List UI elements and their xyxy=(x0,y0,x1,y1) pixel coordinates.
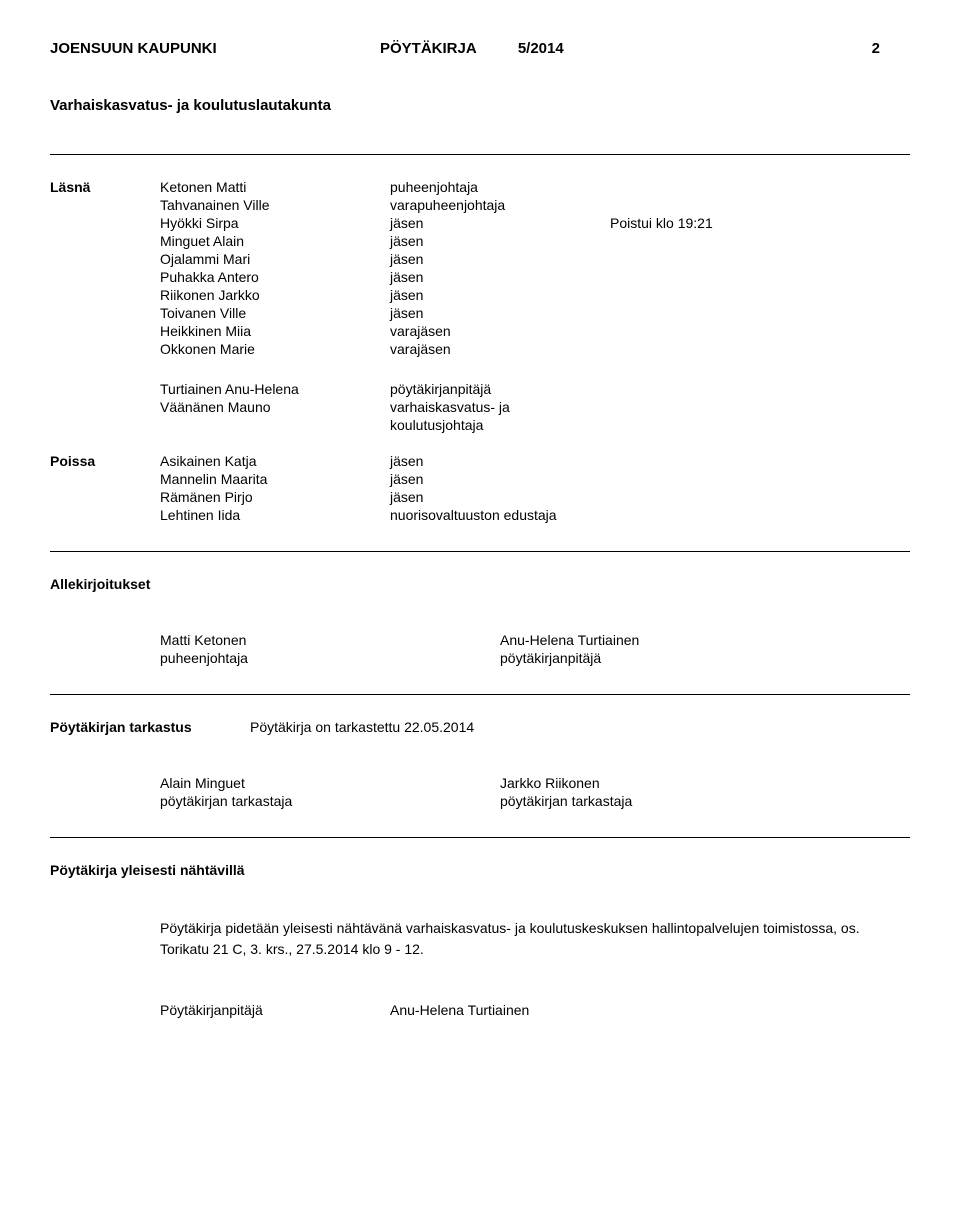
official-name: Turtiainen Anu-Helena xyxy=(160,381,390,397)
reviewer-block: Alain Minguet Jarkko Riikonen pöytäkirja… xyxy=(160,775,910,809)
member-note xyxy=(610,341,910,357)
present-row: Riikonen Jarkkojäsen xyxy=(50,287,910,303)
official-row: koulutusjohtaja xyxy=(160,417,910,433)
official-name: Väänänen Mauno xyxy=(160,399,390,415)
member-role: jäsen xyxy=(390,471,610,487)
member-note: Poistui klo 19:21 xyxy=(610,215,910,231)
member-name: Minguet Alain xyxy=(160,233,390,249)
org-name: JOENSUUN KAUPUNKI xyxy=(50,40,380,57)
member-role: puheenjohtaja xyxy=(390,179,610,195)
reviewer2-role: pöytäkirjan tarkastaja xyxy=(500,793,910,809)
official-row: Turtiainen Anu-Helenapöytäkirjanpitäjä xyxy=(160,381,910,397)
official-name xyxy=(160,417,390,433)
present-row: Läsnä Ketonen Matti puheenjohtaja xyxy=(50,179,910,195)
doc-type: PÖYTÄKIRJA xyxy=(380,40,476,57)
divider xyxy=(50,551,910,552)
present-label: Läsnä xyxy=(50,179,160,195)
footer-pair: Pöytäkirjanpitäjä Anu-Helena Turtiainen xyxy=(160,1000,910,1021)
member-note xyxy=(610,323,910,339)
present-row: Tahvanainen Villevarapuheenjohtaja xyxy=(50,197,910,213)
member-name: Toivanen Ville xyxy=(160,305,390,321)
member-name: Ketonen Matti xyxy=(160,179,390,195)
secretary-name: Anu-Helena Turtiainen xyxy=(500,632,910,648)
member-role: nuorisovaltuuston edustaja xyxy=(390,507,610,523)
member-role: varapuheenjohtaja xyxy=(390,197,610,213)
divider xyxy=(50,154,910,155)
member-name: Hyökki Sirpa xyxy=(160,215,390,231)
member-name: Tahvanainen Ville xyxy=(160,197,390,213)
member-role: jäsen xyxy=(390,269,610,285)
member-role: jäsen xyxy=(390,233,610,249)
member-note xyxy=(610,179,910,195)
doc-num: 5/2014 xyxy=(518,40,564,57)
member-name: Asikainen Katja xyxy=(160,453,390,469)
member-name: Lehtinen Iida xyxy=(160,507,390,523)
chair-name: Matti Ketonen xyxy=(160,632,500,648)
footer-label: Pöytäkirjanpitäjä xyxy=(160,1000,390,1021)
member-note xyxy=(610,269,910,285)
reviewer1-name: Alain Minguet xyxy=(160,775,500,791)
secretary-role: pöytäkirjanpitäjä xyxy=(500,650,910,666)
review-line: Pöytäkirjan tarkastus Pöytäkirja on tark… xyxy=(50,719,910,735)
member-name: Mannelin Maarita xyxy=(160,471,390,487)
member-note xyxy=(610,197,910,213)
member-note xyxy=(610,305,910,321)
member-role: jäsen xyxy=(390,287,610,303)
public-heading: Pöytäkirja yleisesti nähtävillä xyxy=(50,862,910,878)
member-name: Riikonen Jarkko xyxy=(160,287,390,303)
member-role: varajäsen xyxy=(390,341,610,357)
signatures-heading: Allekirjoitukset xyxy=(50,576,910,592)
review-heading: Pöytäkirjan tarkastus xyxy=(50,719,250,735)
present-row: Hyökki SirpajäsenPoistui klo 19:21 xyxy=(50,215,910,231)
member-role: jäsen xyxy=(390,215,610,231)
member-name: Puhakka Antero xyxy=(160,269,390,285)
officials-block: Turtiainen Anu-Helenapöytäkirjanpitäjä V… xyxy=(160,381,910,433)
member-role: jäsen xyxy=(390,489,610,505)
absent-row: Rämänen Pirjojäsen xyxy=(50,489,910,505)
member-role: jäsen xyxy=(390,453,610,469)
member-name: Rämänen Pirjo xyxy=(160,489,390,505)
member-role: varajäsen xyxy=(390,323,610,339)
chair-role: puheenjohtaja xyxy=(160,650,500,666)
member-note xyxy=(610,251,910,267)
absent-block: Poissa Asikainen Katja jäsen Mannelin Ma… xyxy=(50,453,910,523)
reviewer2-name: Jarkko Riikonen xyxy=(500,775,910,791)
absent-row: Mannelin Maaritajäsen xyxy=(50,471,910,487)
member-note xyxy=(610,287,910,303)
divider xyxy=(50,694,910,695)
page-number: 2 xyxy=(780,40,880,57)
present-row: Puhakka Anterojäsen xyxy=(50,269,910,285)
member-name: Heikkinen Miia xyxy=(160,323,390,339)
review-text: Pöytäkirja on tarkastettu 22.05.2014 xyxy=(250,719,474,735)
public-notice: Pöytäkirja pidetään yleisesti nähtävänä … xyxy=(160,918,910,960)
present-row: Ojalammi Marijäsen xyxy=(50,251,910,267)
member-name: Okkonen Marie xyxy=(160,341,390,357)
member-name: Ojalammi Mari xyxy=(160,251,390,267)
present-block: Läsnä Ketonen Matti puheenjohtaja Tahvan… xyxy=(50,179,910,357)
official-row: Väänänen Maunovarhaiskasvatus- ja xyxy=(160,399,910,415)
member-note xyxy=(610,233,910,249)
section-title: Varhaiskasvatus- ja koulutuslautakunta xyxy=(50,97,910,114)
official-role: pöytäkirjanpitäjä xyxy=(390,381,610,397)
divider xyxy=(50,837,910,838)
signature-block: Matti Ketonen Anu-Helena Turtiainen puhe… xyxy=(160,632,910,666)
present-row: Toivanen Villejäsen xyxy=(50,305,910,321)
reviewer1-role: pöytäkirjan tarkastaja xyxy=(160,793,500,809)
present-row: Okkonen Marievarajäsen xyxy=(50,341,910,357)
official-role: koulutusjohtaja xyxy=(390,417,610,433)
member-role: jäsen xyxy=(390,251,610,267)
present-row: Minguet Alainjäsen xyxy=(50,233,910,249)
present-row: Heikkinen Miiavarajäsen xyxy=(50,323,910,339)
absent-row: Lehtinen Iidanuorisovaltuuston edustaja xyxy=(50,507,910,523)
official-role: varhaiskasvatus- ja xyxy=(390,399,610,415)
absent-row: Poissa Asikainen Katja jäsen xyxy=(50,453,910,469)
member-role: jäsen xyxy=(390,305,610,321)
footer-name: Anu-Helena Turtiainen xyxy=(390,1000,910,1021)
doc-type-num: PÖYTÄKIRJA 5/2014 xyxy=(380,40,780,57)
absent-label: Poissa xyxy=(50,453,160,469)
document-header: JOENSUUN KAUPUNKI PÖYTÄKIRJA 5/2014 2 xyxy=(50,40,910,57)
